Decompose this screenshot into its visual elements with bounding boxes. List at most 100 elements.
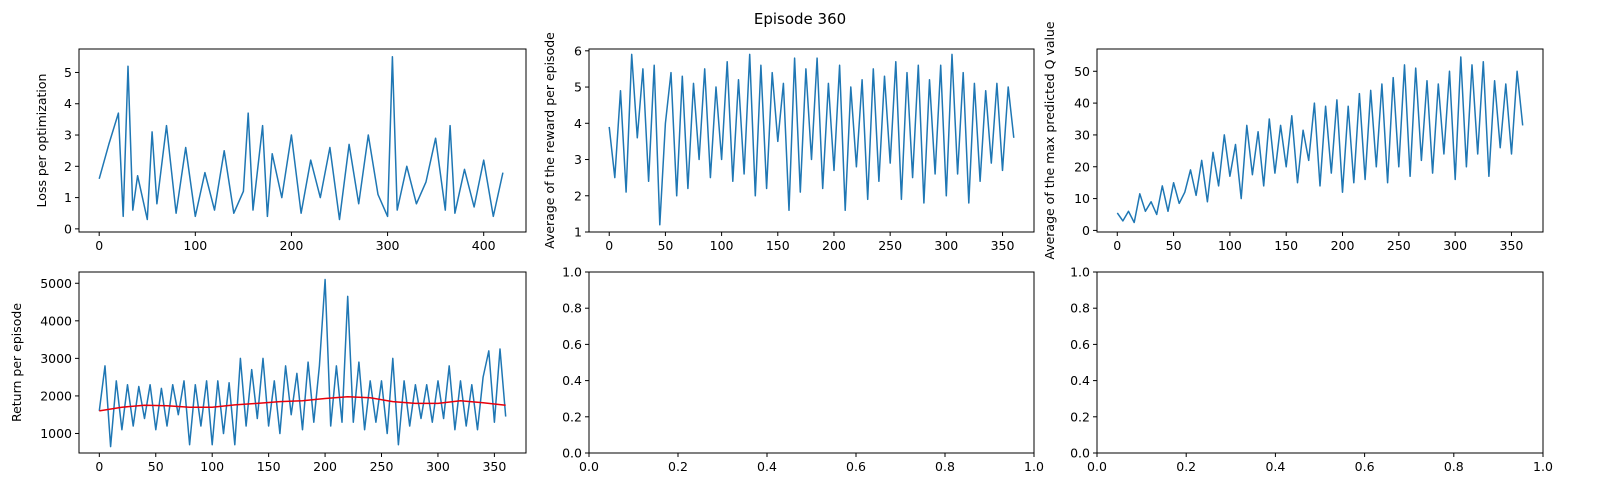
x-tick-label: 0.6 <box>846 459 866 474</box>
x-tick-label: 150 <box>1274 238 1298 253</box>
y-tick-label: 0.2 <box>1070 409 1090 424</box>
y-tick-label: 0.2 <box>562 409 582 424</box>
x-tick-label: 0 <box>1113 238 1121 253</box>
x-tick-label: 250 <box>370 459 394 474</box>
x-tick-label: 1.0 <box>1024 459 1044 474</box>
y-tick-label: 3 <box>574 152 582 167</box>
x-tick-label: 350 <box>482 459 506 474</box>
x-tick-label: 50 <box>657 238 673 253</box>
y-tick-label: 0.4 <box>562 373 582 388</box>
subplot-3: 0 50 100 150 200 250 300 350 0 10 20 30 40 50 Average … <box>1042 21 1544 260</box>
x-tick-label: 0.6 <box>1355 459 1375 474</box>
y-tick-label: 40 <box>1074 96 1090 111</box>
y-tick-label: 0.4 <box>1070 373 1090 388</box>
y-tick-label: 0.0 <box>1070 446 1090 461</box>
y-tick-label: 4000 <box>40 313 72 328</box>
axes-frame <box>78 271 527 454</box>
x-tick-label: 0.4 <box>757 459 777 474</box>
y-tick-label: 1 <box>64 190 72 205</box>
axes-frame <box>78 48 527 233</box>
axes-frame <box>1096 48 1544 233</box>
y-axis-label: Return per episode <box>9 303 24 422</box>
x-tick-label: 0 <box>95 459 103 474</box>
y-tick-label: 10 <box>1074 191 1090 206</box>
y-tick-label: 0 <box>64 221 72 236</box>
x-tick-label: 100 <box>710 238 734 253</box>
subplot-1: 0 100 200 300 400 0 1 2 3 4 5 Loss per optimization <box>34 48 527 253</box>
y-tick-label: 1 <box>574 225 582 240</box>
data-series-line <box>98 56 504 221</box>
y-axis-label: Average of the reward per episode <box>542 32 557 249</box>
y-tick-label: 2 <box>574 188 582 203</box>
x-tick-label: 100 <box>183 238 207 253</box>
x-tick-label: 300 <box>934 238 958 253</box>
x-tick-label: 200 <box>1331 238 1355 253</box>
y-tick-label: 0.6 <box>1070 337 1090 352</box>
y-tick-label: 6 <box>574 43 582 58</box>
y-tick-label: 5000 <box>40 276 72 291</box>
x-tick-label: 150 <box>766 238 790 253</box>
x-tick-label: 50 <box>1166 238 1182 253</box>
x-tick-label: 1.0 <box>1533 459 1553 474</box>
x-tick-label: 150 <box>257 459 281 474</box>
x-tick-label: 200 <box>822 238 846 253</box>
y-tick-label: 5 <box>574 80 582 95</box>
y-axis-label: Loss per optimization <box>34 74 49 208</box>
y-tick-label: 0 <box>1082 223 1090 238</box>
x-tick-label: 300 <box>1443 238 1467 253</box>
y-tick-label: 0.6 <box>562 337 582 352</box>
x-tick-label: 350 <box>1500 238 1524 253</box>
y-tick-label: 1.0 <box>562 265 582 280</box>
x-tick-label: 0.8 <box>1444 459 1464 474</box>
x-tick-label: 0.4 <box>1265 459 1285 474</box>
y-tick-label: 2000 <box>40 388 72 403</box>
x-tick-label: 0.2 <box>668 459 688 474</box>
subplot-4: 0 50 100 150 200 250 300 350 1000 2000 3000 4000 500… <box>9 271 527 474</box>
x-tick-label: 0.0 <box>1087 459 1107 474</box>
y-axis-label: Average of the max predicted Q value <box>1042 21 1057 260</box>
x-tick-label: 100 <box>200 459 224 474</box>
axes-frame <box>1096 271 1544 454</box>
y-tick-label: 4 <box>64 96 72 111</box>
y-tick-label: 3 <box>64 128 72 143</box>
x-tick-label: 0 <box>605 238 613 253</box>
y-tick-label: 30 <box>1074 127 1090 142</box>
axes-frame <box>588 48 1035 233</box>
axes-frame <box>588 271 1035 454</box>
x-tick-label: 250 <box>878 238 902 253</box>
y-tick-label: 2 <box>64 159 72 174</box>
x-tick-label: 0.8 <box>935 459 955 474</box>
x-tick-label: 0 <box>95 238 103 253</box>
subplot-2: 0 50 100 150 200 250 300 350 1 2 3 4 5 6 Average of th… <box>542 32 1035 253</box>
y-tick-label: 1000 <box>40 426 72 441</box>
data-series-line <box>1116 56 1524 224</box>
x-tick-label: 100 <box>1218 238 1242 253</box>
x-tick-label: 200 <box>313 459 337 474</box>
x-tick-label: 250 <box>1387 238 1411 253</box>
data-series-line <box>98 278 507 448</box>
y-tick-label: 4 <box>574 116 582 131</box>
y-tick-label: 20 <box>1074 159 1090 174</box>
y-tick-label: 1.0 <box>1070 265 1090 280</box>
data-series-line <box>608 53 1015 226</box>
subplot-6: 0.0 0.2 0.4 0.6 0.8 1.0 0.0 0.2 0.4 0.6 0.8 1.0 <box>1070 265 1553 475</box>
x-tick-label: 300 <box>426 459 450 474</box>
x-tick-label: 400 <box>472 238 496 253</box>
x-tick-label: 300 <box>376 238 400 253</box>
moving-average-line <box>99 395 506 412</box>
figure-title: Episode 360 <box>754 10 846 28</box>
x-tick-label: 200 <box>280 238 304 253</box>
y-tick-label: 0.8 <box>562 301 582 316</box>
y-tick-label: 3000 <box>40 351 72 366</box>
x-tick-label: 50 <box>148 459 164 474</box>
y-tick-label: 0.0 <box>562 446 582 461</box>
subplot-5: 0.0 0.2 0.4 0.6 0.8 1.0 0.0 0.2 0.4 0.6 0.8 1.0 <box>562 265 1044 475</box>
x-tick-label: 350 <box>991 238 1015 253</box>
x-tick-label: 0.2 <box>1176 459 1196 474</box>
y-tick-label: 5 <box>64 65 72 80</box>
y-tick-label: 50 <box>1074 64 1090 79</box>
y-tick-label: 0.8 <box>1070 301 1090 316</box>
x-tick-label: 0.0 <box>579 459 599 474</box>
